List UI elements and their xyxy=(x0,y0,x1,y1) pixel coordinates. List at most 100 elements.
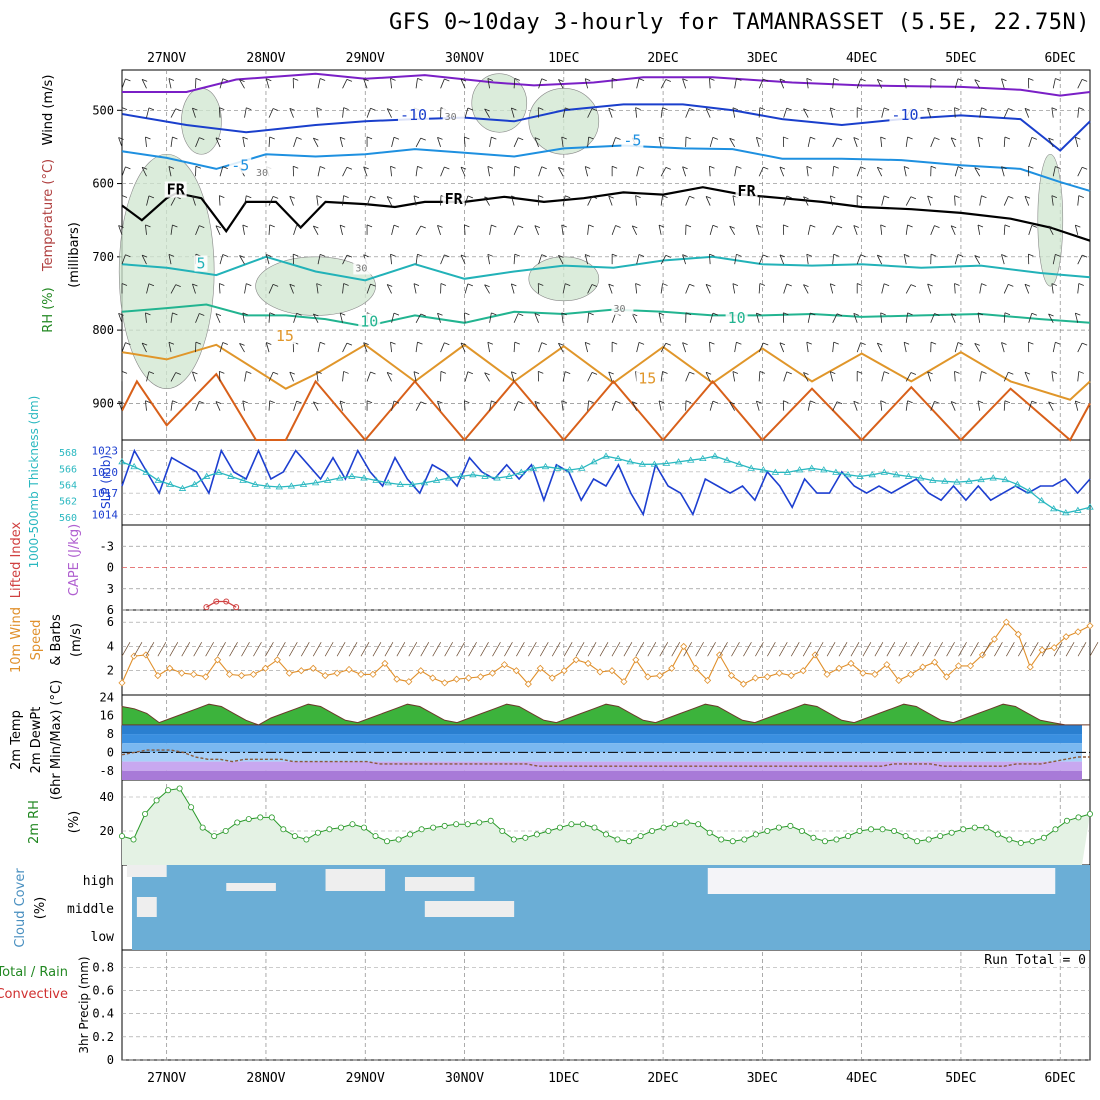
wind-barb xyxy=(538,78,543,89)
thickness-point xyxy=(348,472,356,479)
wind-barb-10m xyxy=(767,641,776,657)
wind-barb xyxy=(705,372,711,382)
wind-barb-flag xyxy=(1048,225,1054,229)
thickness-point xyxy=(1001,475,1010,483)
wind-barb xyxy=(977,400,981,411)
wind-barb xyxy=(954,254,959,265)
wind-barb xyxy=(463,312,466,323)
precip-tick-label: 0.2 xyxy=(92,1030,114,1044)
wind-barb-flag xyxy=(682,78,688,82)
thickness-point xyxy=(493,474,501,481)
wind-barb-flag xyxy=(343,371,349,374)
wind-barb-10m xyxy=(516,641,525,657)
contour-label: 10 xyxy=(360,312,378,330)
wind-barb-flag xyxy=(393,400,400,404)
wind-speed-point xyxy=(309,664,317,672)
wind-speed-point xyxy=(345,665,353,674)
wind-barb-10m xyxy=(659,641,669,657)
wind-barb xyxy=(853,137,858,148)
wind-barb-flag xyxy=(393,312,400,316)
wind-barb-flag xyxy=(534,137,541,141)
wind-barb-flag xyxy=(370,283,376,287)
wind-barb xyxy=(927,371,932,382)
contour-label-bg xyxy=(229,157,252,174)
wind-barb xyxy=(660,167,667,177)
rh-point xyxy=(165,787,172,794)
wind-barb-flag xyxy=(272,283,279,287)
wind-barb-10m xyxy=(874,641,884,657)
thickness-point xyxy=(336,474,344,481)
wind-speed-point xyxy=(166,664,174,672)
wind-barb xyxy=(853,225,858,235)
wind-barb-flag xyxy=(877,78,883,82)
cloud-level-label: low xyxy=(91,930,115,945)
wind-barb xyxy=(342,107,345,118)
wind-barb xyxy=(758,342,764,353)
temperature-band xyxy=(122,734,1082,744)
upper-air-ylabel-temp: Temperature (°C) xyxy=(41,159,56,272)
wind-barb-flag xyxy=(729,401,735,405)
wind-barb xyxy=(510,283,515,294)
wind-barb xyxy=(170,312,173,323)
wind-barb-flag xyxy=(1024,195,1031,199)
wind-barb-10m xyxy=(994,641,1003,657)
wind-barb xyxy=(487,78,490,89)
temp-tick-label: 0 xyxy=(107,745,114,759)
wind-barb-flag xyxy=(877,342,883,346)
wind-speed-point xyxy=(441,679,449,687)
wind-barb-flag xyxy=(833,165,839,169)
wind-barb-flag xyxy=(148,283,155,287)
wind-barb xyxy=(342,195,345,206)
wind-barb xyxy=(829,195,834,206)
wind-barb-flag xyxy=(1075,224,1081,228)
wind-barb-flag xyxy=(269,312,275,316)
wind-barb xyxy=(562,283,566,294)
wind-barb-flag xyxy=(437,400,443,404)
wind-barb xyxy=(631,225,637,236)
wind-barb-flag xyxy=(148,107,155,111)
wind-barb-10m xyxy=(898,641,908,657)
wind-barb xyxy=(611,225,616,235)
wind-barb-10m xyxy=(647,641,657,657)
date-label-top: 29NOV xyxy=(346,51,385,66)
thickness-point xyxy=(965,477,973,484)
wind-barb-flag xyxy=(662,371,668,374)
wind-barb-flag xyxy=(343,283,349,286)
wind-barb-10m xyxy=(551,641,561,657)
wind-barb xyxy=(954,342,959,353)
wind-speed-point xyxy=(644,673,652,681)
contour-label: 15 xyxy=(276,327,294,345)
wind-barb-10m xyxy=(193,641,203,657)
wind-barb xyxy=(268,196,274,206)
wind-barb xyxy=(709,254,711,265)
wind-barb-flag xyxy=(272,108,279,111)
wind-barb-flag xyxy=(148,195,155,199)
wind-speed-point xyxy=(249,670,258,678)
wind-speed-point xyxy=(883,661,891,669)
wind-barb xyxy=(316,195,319,206)
wind-barb-10m xyxy=(121,641,131,657)
wind-barb-flag xyxy=(561,312,567,316)
thickness-point xyxy=(299,480,308,487)
wind-speed-point xyxy=(632,656,640,664)
wind-barb-flag xyxy=(611,77,618,81)
wind-barb-flag xyxy=(930,77,937,81)
wind-barb-flag xyxy=(511,283,517,287)
wind-barb-flag xyxy=(145,312,151,316)
wind-barb xyxy=(876,254,883,265)
wind-barb-10m xyxy=(456,641,465,657)
wind-speed-point xyxy=(668,664,676,672)
wind-barb xyxy=(635,195,638,206)
wind-barb-flag xyxy=(903,166,910,169)
rh-point xyxy=(522,834,529,841)
wind-barb-flag xyxy=(363,78,369,82)
wind-barb-10m xyxy=(420,641,430,657)
contour-label-bg xyxy=(397,106,429,123)
wind-barb xyxy=(562,371,566,382)
wind-barb xyxy=(881,283,885,294)
wind-barb-flag xyxy=(954,195,960,198)
wind-barb xyxy=(611,313,616,323)
wind-barb-flag xyxy=(1055,166,1061,169)
wind-barb-flag xyxy=(370,195,376,199)
wind-barb-flag xyxy=(907,400,913,404)
